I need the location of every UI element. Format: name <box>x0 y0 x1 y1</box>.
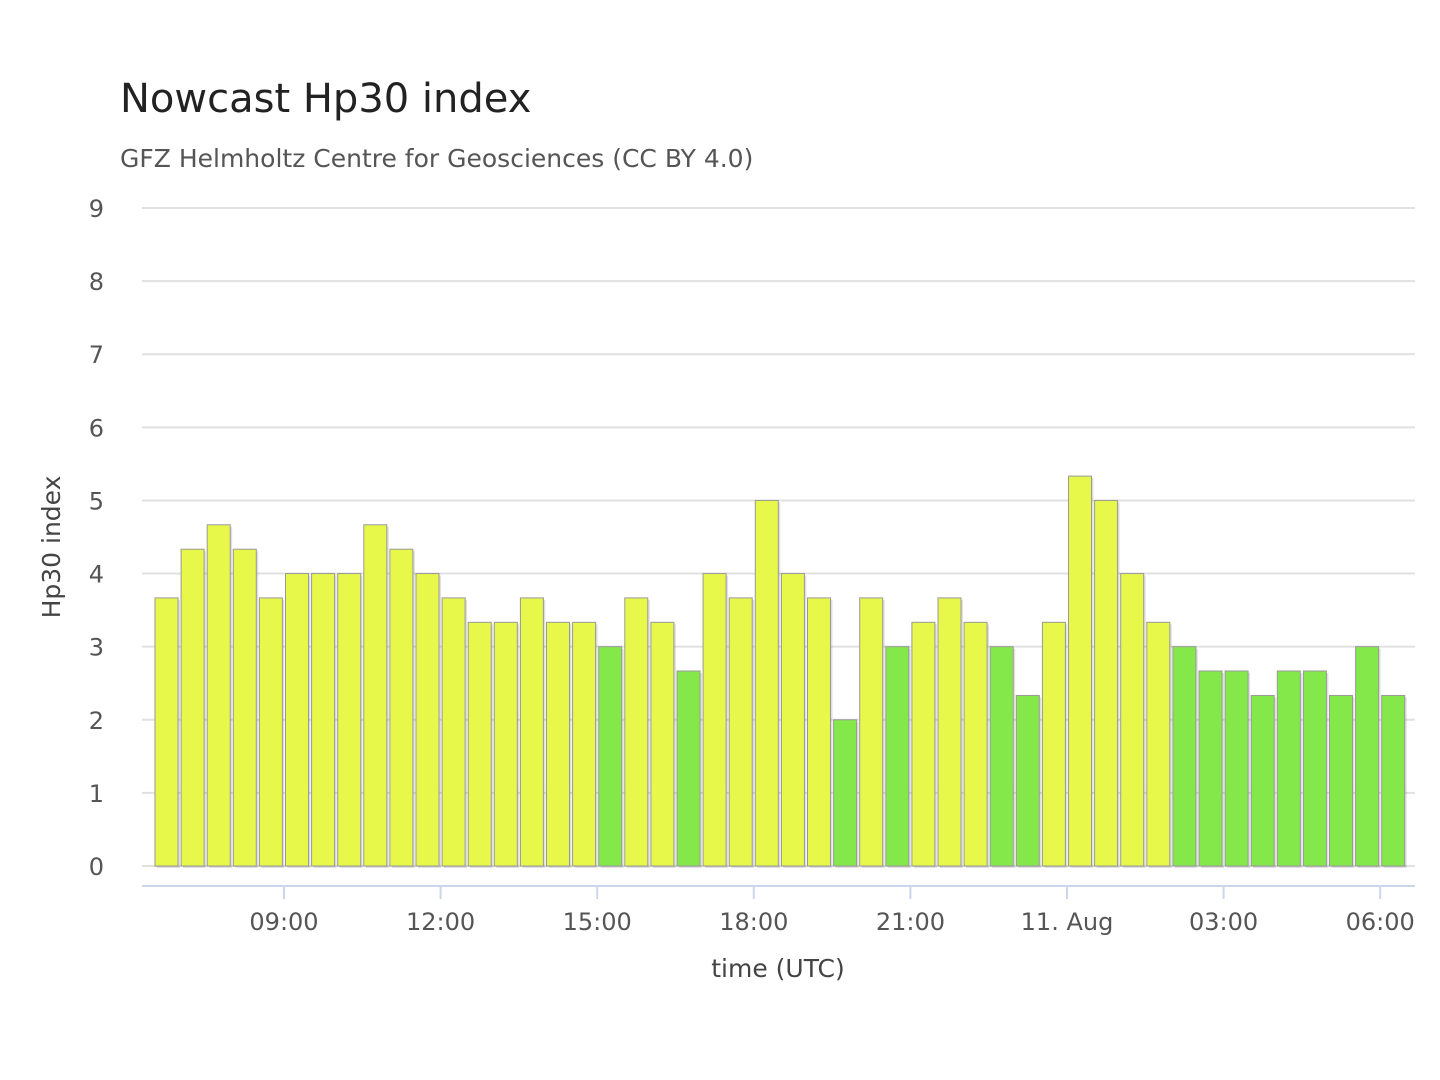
bar <box>337 573 362 867</box>
y-axis-title: Hp30 index <box>37 476 66 619</box>
bar <box>780 573 805 867</box>
bar <box>1146 621 1171 867</box>
y-tick-label: 4 <box>89 561 104 589</box>
bar <box>467 621 492 867</box>
bar <box>311 573 336 867</box>
bar <box>180 548 205 867</box>
bar <box>833 719 858 867</box>
bar <box>154 597 179 867</box>
y-tick-label: 5 <box>89 487 104 515</box>
bar <box>232 548 257 867</box>
x-tick-label: 11. Aug <box>1021 908 1114 936</box>
y-axis-ticks: 0 1 2 3 4 5 6 7 8 9 <box>89 195 104 881</box>
bar <box>206 524 231 867</box>
bar <box>1250 694 1275 867</box>
bar <box>989 646 1014 867</box>
bar <box>1302 670 1327 867</box>
chart-title: Nowcast Hp30 index <box>120 76 532 122</box>
chart-subtitle: GFZ Helmholtz Centre for Geosciences (CC… <box>120 144 754 173</box>
x-axis-title: time (UTC) <box>711 954 845 983</box>
bars <box>154 475 1407 868</box>
y-tick-label: 8 <box>89 268 104 296</box>
bar <box>1041 621 1066 867</box>
bar <box>363 524 388 867</box>
x-tick-label: 21:00 <box>876 908 945 936</box>
bar <box>1329 694 1353 867</box>
bar <box>911 621 936 867</box>
bar <box>1068 475 1092 867</box>
bar <box>702 573 727 867</box>
bar <box>624 597 649 867</box>
bar <box>519 597 544 867</box>
y-tick-label: 0 <box>89 853 104 881</box>
bar <box>1198 670 1223 867</box>
bar <box>1015 694 1040 867</box>
bar <box>676 670 701 867</box>
bar <box>807 597 831 867</box>
bar <box>1120 573 1145 867</box>
x-axis-ticks: 09:00 12:00 15:00 18:00 21:00 11. Aug 03:00 06:… <box>249 886 1415 936</box>
x-tick-label: 06:00 <box>1346 908 1415 936</box>
bar <box>859 597 884 867</box>
y-tick-label: 9 <box>89 195 104 223</box>
bar <box>1381 694 1406 867</box>
bar <box>1276 670 1301 867</box>
bar <box>1172 646 1197 867</box>
bar <box>258 597 283 867</box>
bar <box>937 597 962 867</box>
bar <box>754 499 779 867</box>
x-tick-label: 12:00 <box>406 908 475 936</box>
bar <box>1355 646 1380 867</box>
bar <box>285 573 309 867</box>
y-tick-label: 2 <box>89 707 104 735</box>
bar <box>1094 499 1119 867</box>
bar <box>546 621 570 867</box>
x-tick-label: 03:00 <box>1189 908 1258 936</box>
x-tick-label: 18:00 <box>719 908 788 936</box>
bar <box>885 646 910 867</box>
bar <box>389 548 414 867</box>
bar <box>1224 670 1249 867</box>
y-tick-label: 3 <box>89 634 104 662</box>
bar <box>963 621 988 867</box>
y-tick-label: 1 <box>89 780 104 808</box>
y-tick-label: 6 <box>89 414 104 442</box>
bar <box>728 597 753 867</box>
y-tick-label: 7 <box>89 341 104 369</box>
bar <box>650 621 675 867</box>
bar <box>441 597 466 867</box>
bar <box>415 573 440 867</box>
bar <box>598 646 623 867</box>
bar <box>493 621 518 867</box>
bar <box>572 621 597 867</box>
x-tick-label: 09:00 <box>249 908 318 936</box>
x-tick-label: 15:00 <box>563 908 632 936</box>
